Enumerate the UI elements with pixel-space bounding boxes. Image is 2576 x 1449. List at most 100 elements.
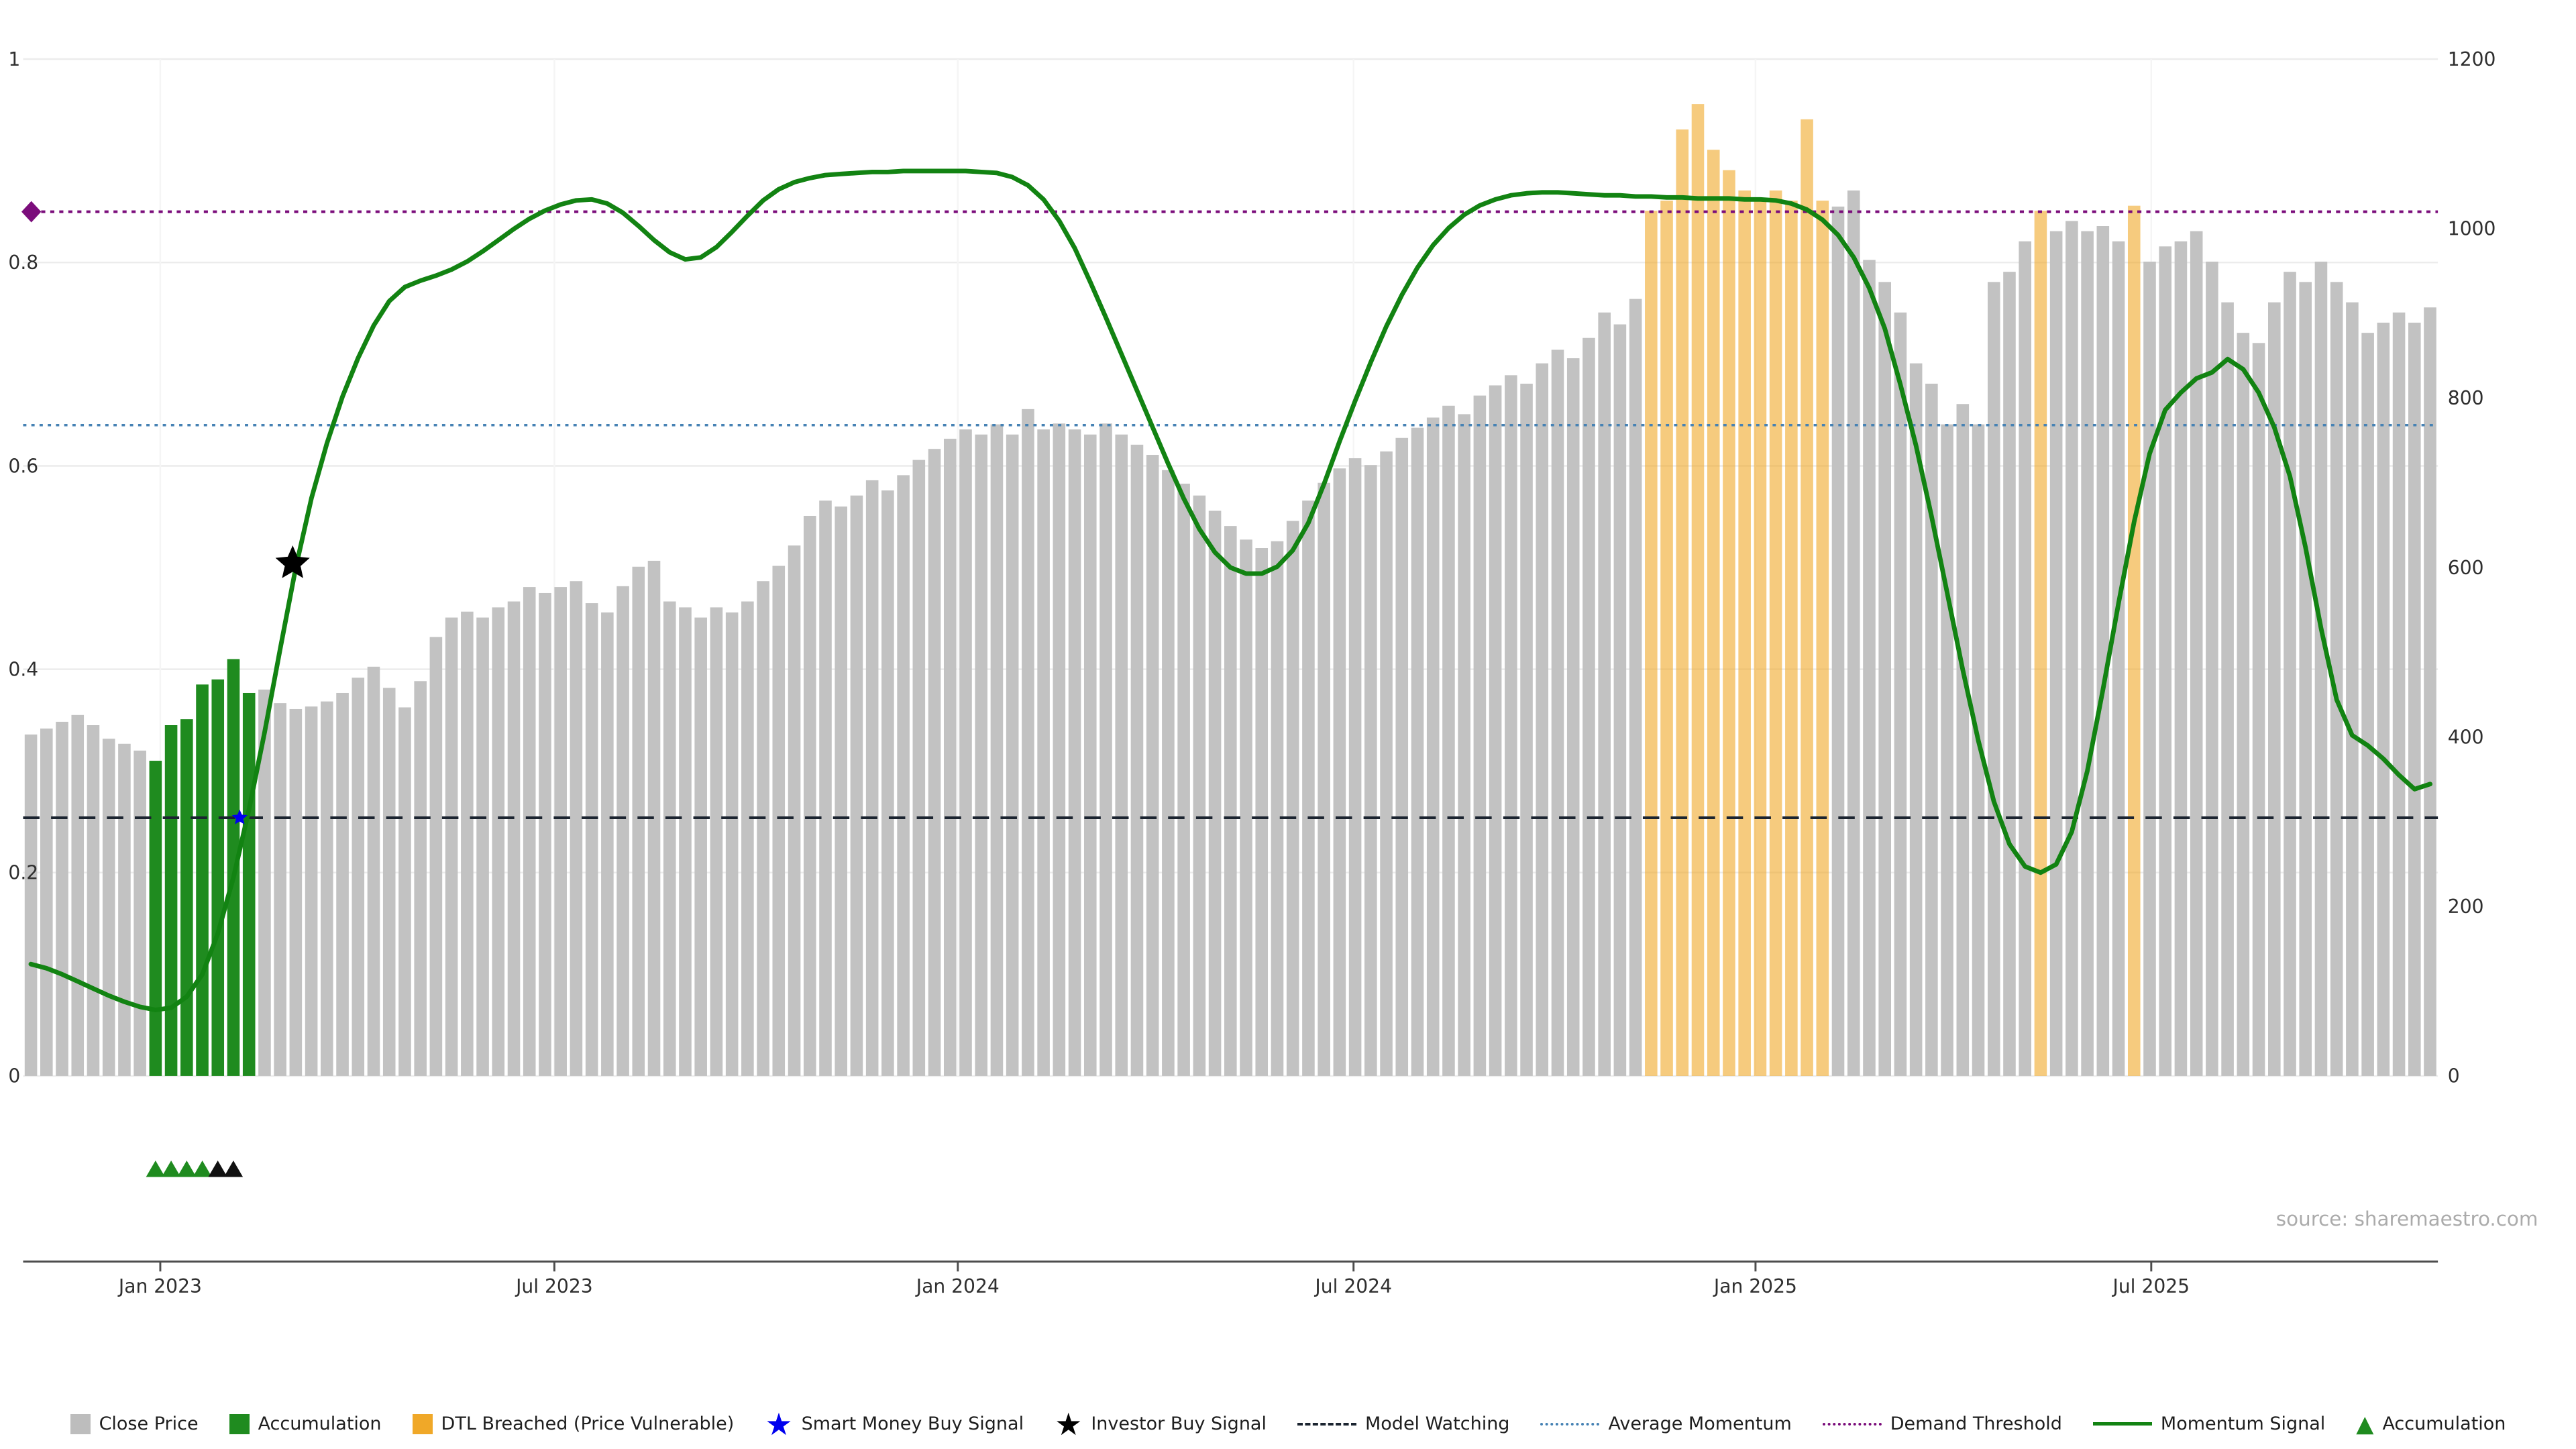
legend: Close Price Accumulation DTL Breached (P… bbox=[0, 1405, 2576, 1442]
accumulation-bar bbox=[149, 761, 162, 1076]
close-price-bar bbox=[24, 734, 38, 1076]
close-price-bar bbox=[1831, 206, 1845, 1076]
legend-label: DTL Breached (Price Vulnerable) bbox=[441, 1413, 735, 1434]
close-price-bar bbox=[990, 424, 1004, 1076]
accumulation-bar bbox=[196, 684, 209, 1076]
dtl-breached-bar bbox=[1816, 201, 1829, 1076]
close-price-bar bbox=[118, 743, 131, 1076]
legend-item-accumulation-triangle: ▲ Accumulation bbox=[2356, 1410, 2506, 1438]
close-price-bar bbox=[1411, 427, 1424, 1076]
close-price-bar bbox=[2314, 262, 2328, 1076]
close-price-bar bbox=[71, 714, 85, 1076]
accumulation-triangle-marker bbox=[177, 1161, 197, 1177]
close-price-bar bbox=[2112, 241, 2125, 1076]
close-price-bar bbox=[601, 612, 614, 1076]
close-price-bar bbox=[2159, 246, 2172, 1076]
legend-item-momentum-signal: Momentum Signal bbox=[2092, 1413, 2326, 1434]
close-price-bar bbox=[476, 617, 489, 1076]
legend-label: Investor Buy Signal bbox=[1091, 1413, 1267, 1434]
legend-label: Momentum Signal bbox=[2160, 1413, 2326, 1434]
close-price-bar bbox=[1380, 451, 1393, 1076]
close-price-bar bbox=[1582, 337, 1595, 1076]
close-price-bar bbox=[2408, 322, 2421, 1076]
close-price-bar bbox=[725, 612, 739, 1076]
close-price-bar bbox=[2003, 272, 2016, 1076]
dtl-breached-bar bbox=[1769, 190, 1782, 1076]
close-price-bar bbox=[2143, 262, 2156, 1076]
x-axis-tick-label: Jul 2024 bbox=[1313, 1275, 1392, 1297]
close-price-bar bbox=[1146, 455, 1159, 1076]
left-axis-tick-label: 0.6 bbox=[8, 455, 38, 477]
legend-item-accumulation: Accumulation bbox=[229, 1413, 382, 1434]
accumulation-swatch bbox=[229, 1413, 250, 1434]
close-price-bar bbox=[881, 490, 894, 1076]
close-price-bar bbox=[445, 617, 458, 1076]
x-axis-tick-label: Jan 2023 bbox=[117, 1275, 202, 1297]
dashed-line-swatch bbox=[1297, 1422, 1356, 1426]
legend-label: Smart Money Buy Signal bbox=[801, 1413, 1024, 1434]
right-axis-tick-label: 1200 bbox=[2448, 48, 2496, 70]
close-price-bar bbox=[850, 495, 863, 1076]
legend-label: Model Watching bbox=[1364, 1413, 1510, 1434]
dtl-breached-swatch bbox=[412, 1413, 433, 1434]
right-axis-tick-label: 800 bbox=[2448, 387, 2484, 409]
close-price-bar bbox=[1193, 495, 1206, 1076]
close-price-swatch bbox=[70, 1413, 91, 1434]
close-price-bar bbox=[1442, 405, 1455, 1076]
x-axis-tick-label: Jul 2025 bbox=[2112, 1275, 2190, 1297]
dtl-breached-bar bbox=[1691, 104, 1705, 1076]
close-price-bar bbox=[1536, 363, 1549, 1076]
close-price-bar bbox=[1006, 434, 1019, 1076]
close-price-bar bbox=[2377, 322, 2390, 1076]
close-price-bar bbox=[352, 678, 365, 1076]
dtl-breached-bar bbox=[1707, 150, 1720, 1076]
close-price-bar bbox=[1941, 424, 1953, 1076]
close-price-bar bbox=[1894, 312, 1907, 1076]
close-price-bar bbox=[1037, 429, 1050, 1076]
close-price-bar bbox=[2237, 333, 2250, 1076]
close-price-bar bbox=[897, 475, 910, 1076]
dtl-breached-bar bbox=[1723, 170, 1735, 1076]
left-axis-tick-label: 1 bbox=[8, 48, 20, 70]
close-price-bar bbox=[2190, 231, 2203, 1076]
accumulation-triangle-marker bbox=[208, 1161, 227, 1177]
investor-buy-signal-star bbox=[275, 545, 310, 578]
close-price-bar bbox=[2267, 302, 2281, 1076]
close-price-bar bbox=[2081, 231, 2094, 1076]
dtl-breached-bar bbox=[1801, 119, 1813, 1076]
legend-item-average-momentum: Average Momentum bbox=[1540, 1413, 1792, 1434]
close-price-bar bbox=[928, 449, 941, 1076]
close-price-bar bbox=[1863, 260, 1876, 1076]
legend-item-dtl-breached: DTL Breached (Price Vulnerable) bbox=[412, 1413, 735, 1434]
close-price-bar bbox=[336, 692, 349, 1076]
close-price-bar bbox=[1224, 526, 1237, 1076]
close-price-bar bbox=[2174, 241, 2188, 1076]
close-price-bar bbox=[585, 603, 598, 1076]
close-price-bar bbox=[40, 729, 53, 1076]
close-price-bar bbox=[2424, 307, 2436, 1076]
close-price-bar bbox=[819, 500, 832, 1076]
blue-star-icon: ★ bbox=[765, 1405, 793, 1442]
dtl-breached-bar bbox=[1676, 129, 1689, 1076]
close-price-bar bbox=[1318, 482, 1330, 1076]
close-price-bar bbox=[56, 721, 68, 1076]
close-price-bar bbox=[1847, 190, 1860, 1076]
close-price-bar bbox=[2221, 302, 2234, 1076]
right-axis-tick-label: 400 bbox=[2448, 727, 2484, 749]
legend-label: Average Momentum bbox=[1608, 1413, 1792, 1434]
accumulation-triangle-marker bbox=[161, 1161, 181, 1177]
legend-label: Accumulation bbox=[258, 1413, 382, 1434]
close-price-bar bbox=[382, 688, 396, 1076]
right-axis-tick-label: 1000 bbox=[2448, 218, 2496, 240]
close-price-bar bbox=[1271, 541, 1284, 1076]
blue-dotted-line-swatch bbox=[1540, 1422, 1600, 1426]
close-price-bar bbox=[1878, 282, 1891, 1076]
close-price-bar bbox=[1208, 511, 1222, 1076]
close-price-bar bbox=[1395, 437, 1409, 1076]
close-price-bar bbox=[1629, 299, 1642, 1076]
close-price-bar bbox=[1286, 521, 1299, 1076]
green-triangle-icon: ▲ bbox=[2356, 1410, 2374, 1438]
green-line-swatch bbox=[2092, 1422, 2152, 1426]
close-price-bar bbox=[616, 586, 629, 1076]
